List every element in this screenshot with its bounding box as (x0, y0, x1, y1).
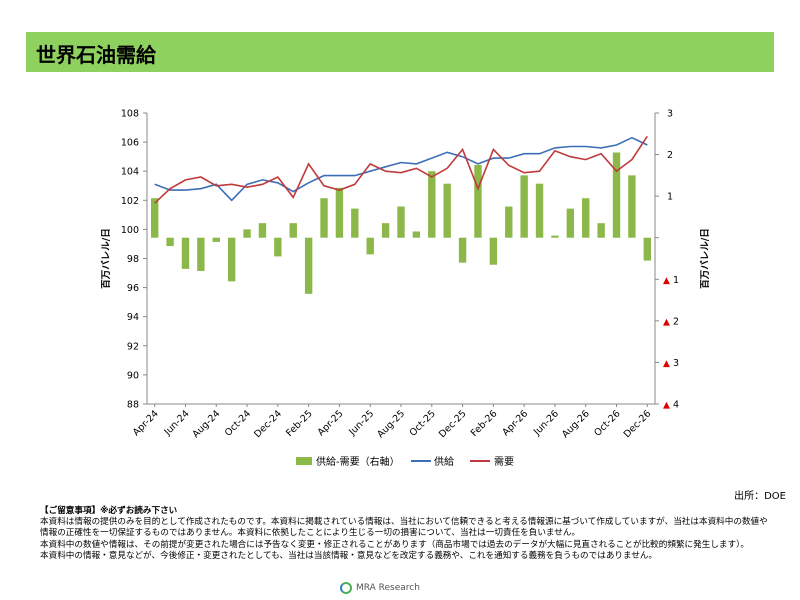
bar-supply-minus-demand (628, 175, 636, 238)
right-axis-label: 百万バレル/日 (699, 228, 711, 288)
x-tick-label: Dec-26 (622, 408, 654, 440)
bar-supply-minus-demand (474, 164, 482, 238)
bar-supply-minus-demand (366, 237, 374, 255)
bar-supply-minus-demand (428, 171, 436, 238)
x-tick-label: Apr-24 (131, 408, 161, 438)
x-tick-label: Feb-25 (284, 408, 315, 439)
negative-marker-icon: ▲ (663, 276, 670, 286)
x-tick-label: Aug-24 (191, 408, 223, 440)
right-tick-label: 2 (673, 316, 679, 327)
left-tick-label: 96 (127, 283, 139, 294)
x-tick-label: Apr-26 (500, 408, 530, 438)
x-tick-label: Aug-25 (375, 408, 407, 440)
bar-supply-minus-demand (612, 152, 621, 238)
bar-supply-minus-demand (289, 223, 297, 238)
right-tick-label: 1 (673, 275, 679, 286)
disclaimer-line: 本資料は情報の提供のみを目的として作成されたものです。本資料に掲載されている情報… (40, 517, 768, 539)
bar-supply-minus-demand (151, 198, 159, 238)
source-note: 出所：DOE (734, 491, 786, 502)
legend-label: 供給 (434, 455, 454, 468)
right-tick-label: 3 (673, 358, 679, 369)
left-tick-label: 92 (127, 341, 139, 352)
bar-supply-minus-demand (335, 187, 344, 238)
disclaimer-notes: 【ご留意事項】※必ずお読み下さい 本資料は情報の提供のみを目的として作成されたも… (40, 506, 770, 562)
page-title: 世界石油需給 (36, 43, 156, 67)
left-tick-label: 88 (127, 400, 139, 411)
left-tick-label: 90 (127, 370, 139, 381)
bar-supply-minus-demand (458, 237, 467, 263)
bar-supply-minus-demand (551, 235, 559, 238)
left-tick-label: 104 (121, 167, 139, 178)
left-tick-label: 106 (121, 138, 139, 149)
bar-supply-minus-demand (212, 237, 220, 242)
right-tick-label: 3 (667, 109, 673, 120)
left-tick-label: 100 (121, 225, 139, 236)
legend-swatch-bar (296, 457, 312, 465)
bar-supply-minus-demand (489, 237, 498, 265)
bar-supply-minus-demand (197, 237, 205, 271)
x-tick-label: Apr-25 (316, 408, 346, 438)
bar-supply-minus-demand (412, 231, 421, 238)
logo-icon (340, 582, 352, 594)
x-tick-label: Dec-25 (437, 408, 469, 440)
disclaimer-heading: 【ご留意事項】※必ずお読み下さい (40, 506, 178, 516)
series-line-supply (154, 136, 648, 202)
bar-supply-minus-demand (443, 183, 451, 238)
negative-marker-icon: ▲ (663, 401, 670, 411)
x-tick-label: Aug-26 (560, 408, 592, 440)
x-tick-label: Oct-26 (592, 408, 622, 438)
x-tick-label: Jun-26 (531, 408, 561, 438)
bar-supply-minus-demand (227, 237, 236, 282)
x-tick-label: Jun-24 (162, 408, 192, 438)
bar-supply-minus-demand (166, 237, 174, 247)
disclaimer-line: 本資料中の数値や情報は、その前提が変更された場合には予告なく変更・修正されること… (40, 539, 749, 550)
right-tick-label: 4 (673, 400, 679, 411)
bar-supply-minus-demand (582, 198, 590, 238)
negative-marker-icon: ▲ (663, 317, 670, 327)
disclaimer-line: 本資料中の情報・意見などが、今後修正・変更されたとしても、当社は当該情報・意見な… (40, 550, 658, 561)
negative-marker-icon: ▲ (663, 359, 670, 369)
legend-label: 供給-需要（右軸） (316, 455, 400, 468)
bar-supply-minus-demand (304, 237, 313, 294)
right-tick-label: 1 (667, 192, 673, 203)
company-logo: MRA Research (340, 582, 420, 594)
bar-supply-minus-demand (351, 208, 359, 238)
left-tick-label: 102 (121, 196, 139, 207)
x-tick-label: Jun-25 (346, 408, 376, 438)
left-tick-label: 98 (127, 254, 139, 265)
bar-supply-minus-demand (505, 206, 513, 238)
x-tick-label: Oct-24 (223, 408, 253, 438)
x-tick-label: Dec-24 (252, 408, 284, 440)
bar-supply-minus-demand (397, 206, 405, 238)
left-tick-label: 94 (127, 312, 139, 323)
bar-supply-minus-demand (520, 175, 528, 238)
bar-supply-minus-demand (643, 237, 651, 261)
title-bar: 世界石油需給 (26, 32, 774, 72)
bar-supply-minus-demand (381, 223, 390, 238)
bar-supply-minus-demand (274, 237, 282, 257)
left-axis-label: 百万バレル/日 (100, 228, 112, 288)
left-tick-label: 108 (121, 109, 139, 120)
x-tick-label: Oct-25 (408, 408, 438, 438)
x-tick-label: Feb-26 (469, 408, 500, 439)
bar-supply-minus-demand (258, 223, 267, 238)
bar-supply-minus-demand (181, 237, 190, 269)
bar-supply-minus-demand (243, 229, 251, 238)
series-line-demand (154, 135, 648, 204)
legend-label: 需要 (494, 456, 514, 468)
bar-supply-minus-demand (535, 183, 544, 238)
bar-supply-minus-demand (566, 208, 575, 238)
bar-supply-minus-demand (320, 198, 328, 238)
logo-text: MRA Research (356, 583, 420, 593)
right-tick-label: 2 (667, 150, 673, 161)
bar-supply-minus-demand (597, 223, 605, 238)
